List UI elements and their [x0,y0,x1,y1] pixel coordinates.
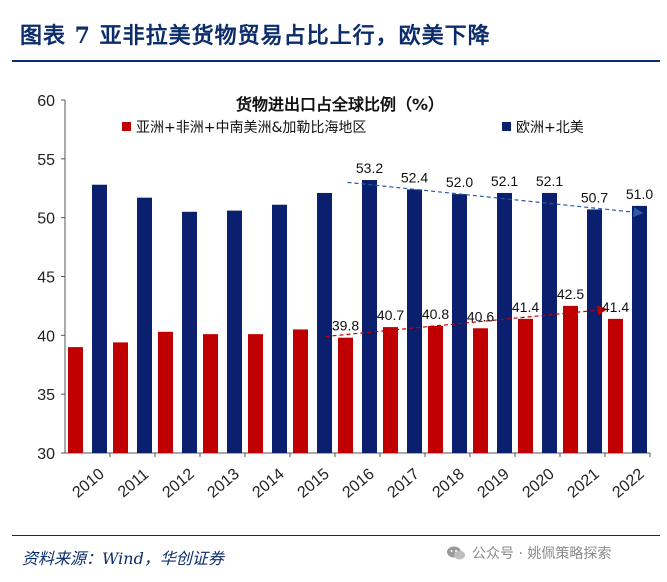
bar [113,342,128,453]
x-tick-label: 2013 [205,466,243,502]
bar [542,192,557,453]
y-tick-label: 35 [37,387,55,404]
data-label: 51.0 [626,186,653,202]
x-tick-label: 2021 [565,466,603,502]
bar [587,209,602,453]
data-label: 53.2 [356,160,383,176]
y-tick-label: 45 [37,270,55,287]
bar [293,329,308,453]
data-label: 41.4 [602,299,629,315]
x-tick-label: 2022 [610,466,648,502]
bar [338,337,353,453]
data-label: 52.4 [401,169,428,185]
x-tick-label: 2015 [295,466,333,502]
x-tick-label: 2018 [430,466,468,502]
legend-swatch [502,122,511,131]
bar [68,347,83,453]
bar [203,334,218,453]
trend-line [347,181,644,218]
source-note: 资料来源：Wind，华创证券 [22,549,224,568]
watermark-text: 公众号 · 姚佩策略探索 [472,546,612,562]
watermark: 公众号 · 姚佩策略探索 [446,543,611,563]
bar [518,318,533,453]
bar [137,197,152,453]
y-tick-label: 60 [37,93,55,110]
data-label: 40.6 [467,308,494,324]
bar [182,211,197,453]
data-label: 52.0 [446,174,473,190]
footer-divider [12,535,660,536]
y-tick-label: 40 [37,328,55,345]
legend: 亚洲+非洲+中南美洲&加勒比海地区 欧洲+北美 [122,120,584,136]
bar [608,318,623,453]
trend-line [325,305,608,338]
data-label: 39.8 [332,318,359,334]
x-tick-label: 2010 [70,466,108,502]
page-title: 图表 7 亚非拉美货物贸易占比上行，欧美下降 [20,23,491,49]
data-label: 40.7 [377,307,404,323]
data-label: 50.7 [581,189,608,205]
wechat-icon [447,546,465,560]
bar [227,210,242,453]
x-tick-label: 2012 [160,466,198,502]
bar [248,334,263,453]
trend-lines [325,181,644,338]
legend-label: 亚洲+非洲+中南美洲&加勒比海地区 [136,120,366,136]
x-tick-label: 2020 [520,466,558,502]
legend-label: 欧洲+北美 [516,120,584,136]
y-tick-label: 30 [37,446,55,463]
data-label: 42.5 [557,286,584,302]
bar [473,328,488,453]
bar [563,305,578,453]
chart: 货物进出口占全球比例（%） 亚洲+非洲+中南美洲&加勒比海地区 欧洲+北美 30 3… [37,93,653,502]
data-label: 52.1 [536,173,563,189]
x-tick-label: 2019 [475,466,513,502]
bars [68,180,647,453]
bar [158,331,173,453]
bar [362,180,377,453]
data-label: 52.1 [491,173,518,189]
bar [317,192,332,453]
bar [632,205,647,453]
x-tick-label: 2014 [250,466,288,502]
x-tick-label: 2017 [385,466,423,502]
data-label: 40.8 [422,306,449,322]
legend-swatch [122,122,131,131]
y-tick-label: 50 [37,211,55,228]
data-labels: 39.8 40.7 40.8 40.6 41.4 42.5 41.4 53.2 52.4 52.0… [332,160,653,334]
bar [497,192,512,453]
y-tick-label: 55 [37,152,55,169]
bar [428,325,443,453]
bar [272,204,287,453]
data-label: 41.4 [512,299,539,315]
bar [92,184,107,453]
title-divider [12,60,660,62]
chart-title: 货物进出口占全球比例（%） [236,95,444,114]
bar [383,327,398,453]
x-tick-label: 2016 [340,466,378,502]
x-tick-label: 2011 [115,466,152,501]
bar [407,189,422,453]
